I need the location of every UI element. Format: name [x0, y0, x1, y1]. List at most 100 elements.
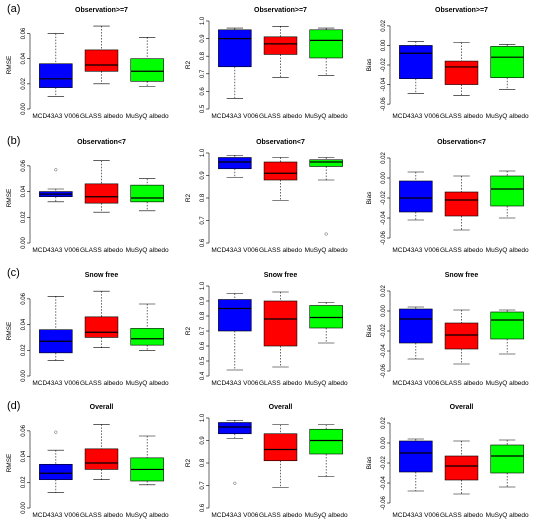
y-axis-label: R2	[185, 326, 192, 335]
panel-c2: Snow free R2 0.4 0.5 0.6 0.7 0.8 0.9 1.0 MCD43A3 …	[185, 272, 348, 387]
panel-a1: Observation>=7 RMSE 0.00 0.02 0.04 0.06 MCD43A…	[6, 7, 169, 120]
x-category-label: MuSyQ albedo	[305, 247, 348, 254]
y-tick-label: -0.06	[381, 496, 387, 510]
x-category-label: GLASS albedo	[440, 380, 483, 387]
panel-d2: Overall R2 0.6 0.7 0.8 0.9 1.0 MCD43A3 V006 GLAS…	[185, 404, 348, 519]
y-tick-label: 0.8	[200, 458, 206, 467]
x-category-label: GLASS albedo	[259, 380, 302, 387]
box-musyq-albedo	[309, 428, 343, 455]
x-category-label: GLASS albedo	[80, 512, 123, 519]
panel-title: Observation>=7	[75, 7, 128, 14]
y-tick-label: 0.7	[200, 481, 206, 490]
y-axis-label: Bias	[366, 58, 373, 71]
y-tick-label: 1.0	[200, 281, 206, 290]
y-tick-label: 0.6	[200, 341, 206, 350]
x-category-label: MCD43A3 V006	[211, 512, 258, 519]
outlier-point	[54, 430, 58, 434]
outlier-point	[54, 168, 58, 172]
y-tick-label: 0.02	[21, 476, 27, 488]
panel-d3: Overall Bias -0.06 -0.04 -0.02 0.00 0.02 MCD43A…	[366, 404, 529, 519]
x-category-label: MuSyQ albedo	[305, 113, 348, 120]
box-mcd43a3-v006	[399, 45, 433, 79]
box-mcd43a3-v006	[39, 463, 73, 481]
box-glass-albedo	[84, 49, 119, 72]
x-category-label: GLASS albedo	[440, 113, 483, 120]
y-tick-label: 0.6	[200, 238, 206, 247]
box-glass-albedo	[444, 60, 479, 85]
y-tick-label: -0.06	[381, 97, 387, 111]
y-tick-label: 1.0	[200, 16, 206, 25]
row-label: (c)	[7, 267, 20, 279]
x-category-label: MCD43A3 V006	[392, 113, 439, 120]
y-tick-label: -0.06	[381, 364, 387, 378]
box-glass-albedo	[263, 161, 298, 181]
y-tick-label: 0.00	[381, 172, 387, 184]
y-tick-label: 0.06	[21, 424, 27, 436]
x-category-label: MCD43A3 V006	[211, 247, 258, 254]
box-mcd43a3-v006	[399, 180, 433, 213]
x-category-label: MuSyQ albedo	[486, 512, 529, 519]
y-tick-label: -0.04	[381, 211, 387, 225]
x-category-label: GLASS albedo	[80, 247, 123, 254]
x-category-label: MuSyQ albedo	[126, 113, 169, 120]
y-tick-label: 0.00	[21, 103, 27, 115]
panel-title: Overall	[90, 404, 114, 411]
x-category-label: MuSyQ albedo	[126, 512, 169, 519]
box-mcd43a3-v006	[399, 308, 433, 344]
box-musyq-albedo	[490, 175, 524, 207]
box-mcd43a3-v006	[39, 63, 73, 88]
y-tick-label: 0.9	[200, 436, 206, 445]
y-tick-label: 0.02	[381, 417, 387, 429]
panel-a3: Observation>=7 Bias -0.06 -0.04 -0.02 0.00 0.0…	[366, 7, 529, 120]
y-tick-label: 0.00	[381, 305, 387, 317]
y-tick-label: 0.5	[200, 356, 206, 365]
panel-title: Overall	[269, 404, 293, 411]
y-tick-label: -0.02	[381, 324, 387, 338]
panel-b3: Observation<7 Bias -0.06 -0.04 -0.02 0.00 0.02…	[366, 139, 529, 254]
y-tick-label: 0.04	[21, 450, 27, 462]
box-mcd43a3-v006	[399, 440, 433, 473]
panel-title: Snow free	[445, 272, 479, 279]
box-musyq-albedo	[309, 159, 343, 167]
y-tick-label: 0.02	[381, 19, 387, 31]
y-axis-label: R2	[185, 193, 192, 202]
x-category-label: GLASS albedo	[80, 380, 123, 387]
row-label: (a)	[7, 3, 20, 15]
y-axis-label: RMSE	[6, 55, 13, 74]
panel-title: Snow free	[264, 272, 298, 279]
y-tick-label: 1.0	[200, 148, 206, 157]
row-label: (d)	[7, 400, 20, 412]
y-axis-label: RMSE	[6, 188, 13, 207]
panel-b1: Observation<7 RMSE 0.00 0.02 0.04 0.06 MCD43A3…	[6, 139, 169, 254]
box-musyq-albedo	[309, 305, 343, 329]
y-tick-label: 0.06	[21, 27, 27, 39]
x-category-label: MuSyQ albedo	[486, 113, 529, 120]
panel-title: Snow free	[85, 272, 119, 279]
x-category-label: MuSyQ albedo	[486, 380, 529, 387]
y-tick-label: 0.4	[200, 371, 206, 380]
y-tick-label: 0.06	[21, 292, 27, 304]
box-glass-albedo	[84, 316, 119, 338]
x-category-label: MuSyQ albedo	[126, 247, 169, 254]
y-tick-label: 0.5	[200, 104, 206, 113]
y-tick-label: -0.02	[381, 456, 387, 470]
row-label: (b)	[7, 135, 20, 147]
y-tick-label: 0.00	[21, 502, 27, 514]
y-tick-label: -0.04	[381, 77, 387, 91]
x-category-label: MCD43A3 V006	[32, 113, 79, 120]
x-category-label: GLASS albedo	[259, 113, 302, 120]
y-tick-label: 0.8	[200, 193, 206, 202]
x-category-label: MuSyQ albedo	[126, 380, 169, 387]
box-glass-albedo	[263, 433, 298, 462]
y-tick-label: 0.7	[200, 69, 206, 78]
x-category-label: MCD43A3 V006	[211, 113, 258, 120]
x-category-label: MCD43A3 V006	[392, 380, 439, 387]
x-category-label: MCD43A3 V006	[32, 512, 79, 519]
box-musyq-albedo	[490, 46, 524, 79]
box-mcd43a3-v006	[218, 29, 252, 68]
y-tick-label: 0.6	[200, 503, 206, 512]
x-category-label: MuSyQ albedo	[305, 380, 348, 387]
panel-title: Observation<7	[437, 139, 486, 146]
y-tick-label: 0.06	[21, 159, 27, 171]
